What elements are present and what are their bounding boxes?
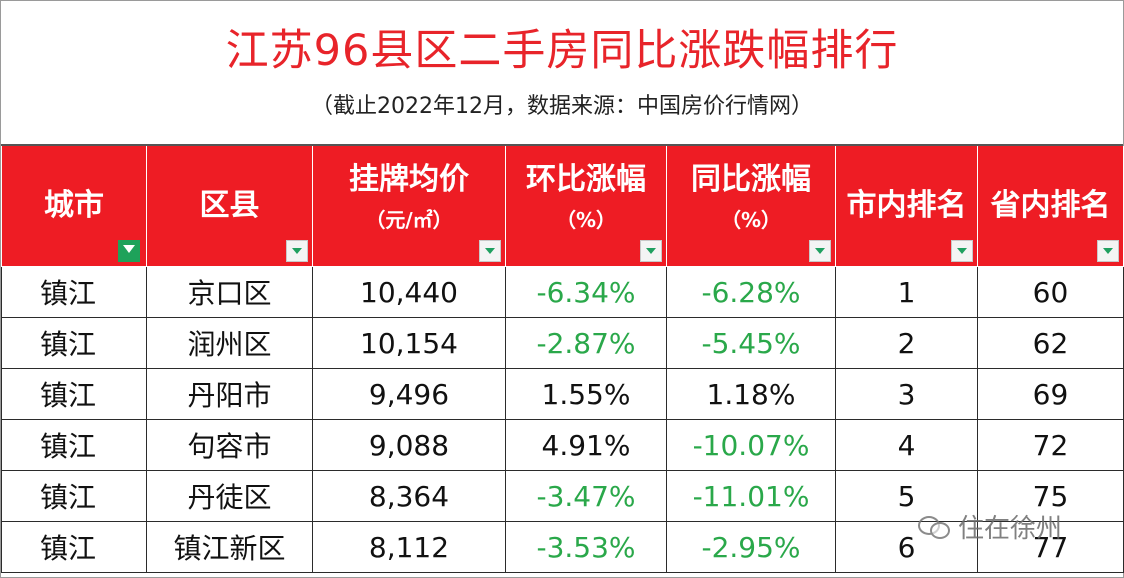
cell-district: 丹徒区 — [146, 470, 313, 522]
cell-mom: 1.55% — [505, 368, 667, 420]
col-header-province-rank: 省内排名 — [977, 146, 1124, 267]
watermark: 住在徐州 — [918, 506, 1118, 546]
cell-district: 镇江新区 — [146, 521, 313, 573]
cell-city: 镇江 — [1, 368, 147, 420]
cell-yoy: -10.07% — [666, 419, 836, 471]
cell-city: 镇江 — [1, 317, 147, 369]
col-header-price: 挂牌均价 （元/㎡） — [312, 146, 506, 267]
col-header-city-rank: 市内排名 — [835, 146, 978, 267]
cell-city-rank: 3 — [835, 368, 978, 420]
col-header-mom: 环比涨幅 （%） — [505, 146, 667, 267]
filter-dropdown-icon[interactable] — [809, 240, 831, 262]
table-row: 镇江 丹徒区 8,364 -3.47% -11.01% 5 75 — [1, 470, 1124, 522]
cell-price: 9,088 — [312, 419, 506, 471]
table-row: 镇江 润州区 10,154 -2.87% -5.45% 2 62 — [1, 317, 1124, 369]
cell-province-rank: 72 — [977, 419, 1124, 471]
col-header-city-label: 城市 — [44, 188, 104, 223]
ranking-table: 城市 区县 挂牌均价 （元/㎡） 环比涨幅 — [1, 146, 1124, 573]
cell-price: 8,112 — [312, 521, 506, 573]
cell-district: 丹阳市 — [146, 368, 313, 420]
cell-city: 镇江 — [1, 266, 147, 318]
cell-province-rank: 69 — [977, 368, 1124, 420]
table-header-row: 城市 区县 挂牌均价 （元/㎡） 环比涨幅 — [1, 146, 1124, 267]
col-header-yoy-unit: （%） — [720, 208, 782, 232]
cell-yoy: -5.45% — [666, 317, 836, 369]
cell-mom: -3.53% — [505, 521, 667, 573]
col-header-price-unit: （元/㎡） — [365, 208, 453, 232]
table-row: 镇江 句容市 9,088 4.91% -10.07% 4 72 — [1, 419, 1124, 471]
cell-province-rank: 77 — [977, 521, 1124, 573]
cell-yoy: -6.28% — [666, 266, 836, 318]
title-area: 江苏96县区二手房同比涨跌幅排行 （截止2022年12月，数据来源：中国房价行情… — [1, 1, 1123, 146]
cell-price: 10,440 — [312, 266, 506, 318]
col-header-mom-label: 环比涨幅 — [526, 162, 646, 197]
filter-dropdown-icon[interactable] — [286, 240, 308, 262]
cell-district: 京口区 — [146, 266, 313, 318]
cell-mom: 4.91% — [505, 419, 667, 471]
cell-city: 镇江 — [1, 419, 147, 471]
cell-price: 9,496 — [312, 368, 506, 420]
cell-price: 8,364 — [312, 470, 506, 522]
cell-province-rank: 62 — [977, 317, 1124, 369]
cell-yoy: 1.18% — [666, 368, 836, 420]
wechat-icon — [918, 514, 952, 539]
col-header-mom-unit: （%） — [555, 208, 617, 232]
cell-province-rank: 75 — [977, 470, 1124, 522]
table-row: 镇江 丹阳市 9,496 1.55% 1.18% 3 69 — [1, 368, 1124, 420]
cell-city-rank: 2 — [835, 317, 978, 369]
cell-city-rank: 5 — [835, 470, 978, 522]
cell-yoy: -11.01% — [666, 470, 836, 522]
cell-mom: -3.47% — [505, 470, 667, 522]
page-subtitle: （截止2022年12月，数据来源：中国房价行情网） — [311, 94, 813, 119]
cell-city: 镇江 — [1, 521, 147, 573]
cell-city-rank: 6 — [835, 521, 978, 573]
col-header-price-label: 挂牌均价 — [349, 162, 469, 197]
cell-price: 10,154 — [312, 317, 506, 369]
table-row: 镇江 镇江新区 8,112 -3.53% -2.95% 6 77 — [1, 521, 1124, 573]
filter-dropdown-icon[interactable] — [640, 240, 662, 262]
filter-dropdown-icon[interactable] — [951, 240, 973, 262]
cell-district: 句容市 — [146, 419, 313, 471]
cell-district: 润州区 — [146, 317, 313, 369]
col-header-province-rank-label: 省内排名 — [990, 188, 1111, 223]
table-row: 镇江 京口区 10,440 -6.34% -6.28% 1 60 — [1, 266, 1124, 318]
cell-city-rank: 4 — [835, 419, 978, 471]
cell-city: 镇江 — [1, 470, 147, 522]
col-header-yoy: 同比涨幅 （%） — [666, 146, 836, 267]
col-header-city-rank-label: 市内排名 — [846, 188, 967, 223]
watermark-text: 住在徐州 — [958, 513, 1063, 544]
col-header-yoy-label: 同比涨幅 — [691, 162, 811, 197]
cell-mom: -6.34% — [505, 266, 667, 318]
cell-mom: -2.87% — [505, 317, 667, 369]
col-header-district-label: 区县 — [199, 188, 260, 223]
cell-yoy: -2.95% — [666, 521, 836, 573]
filter-active-icon[interactable] — [118, 240, 140, 262]
filter-dropdown-icon[interactable] — [1097, 240, 1119, 262]
page-title: 江苏96县区二手房同比涨跌幅排行 — [225, 26, 899, 76]
col-header-city: 城市 — [1, 146, 147, 267]
col-header-district: 区县 — [146, 146, 313, 267]
filter-dropdown-icon[interactable] — [479, 240, 501, 262]
cell-city-rank: 1 — [835, 266, 978, 318]
cell-province-rank: 60 — [977, 266, 1124, 318]
